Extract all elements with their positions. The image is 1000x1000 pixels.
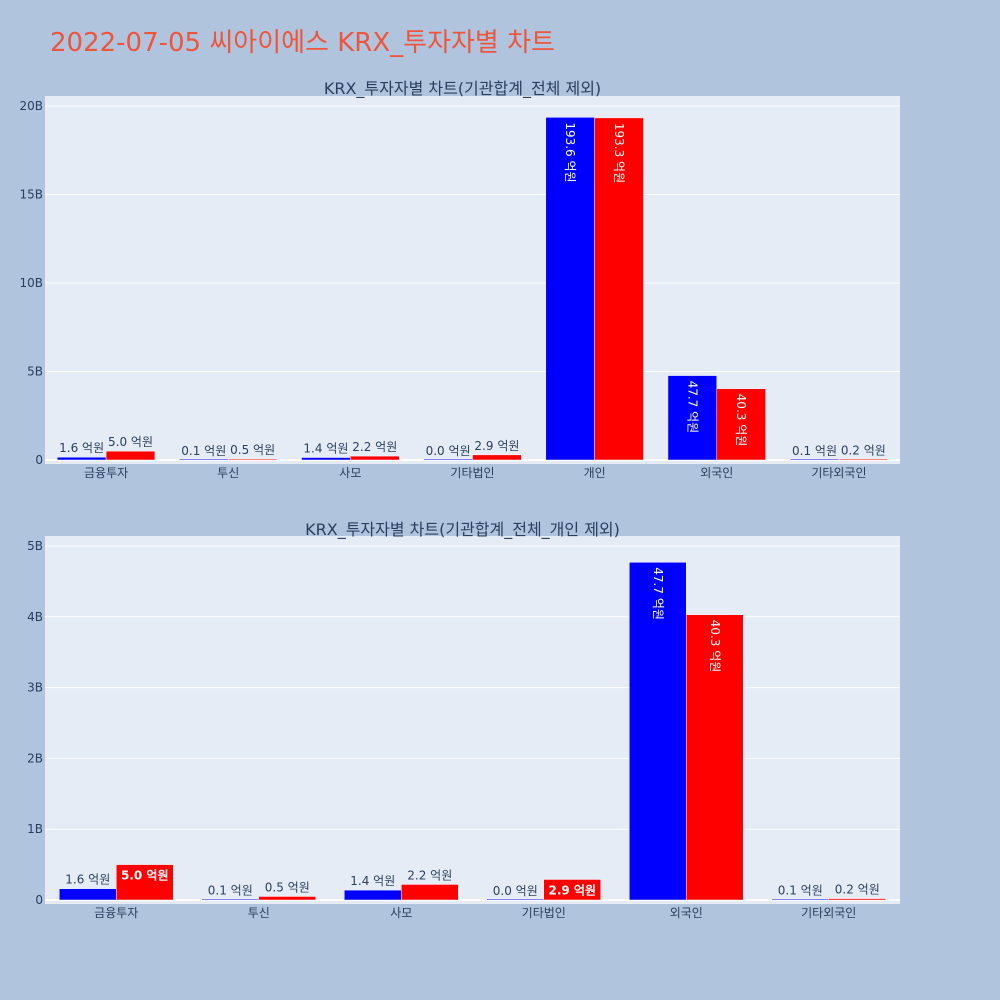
- bar-buy: [486, 898, 544, 901]
- bar-sell: [258, 896, 316, 901]
- bar-sell: [594, 117, 644, 461]
- bar-value-label: 0.2 억원: [835, 883, 880, 897]
- x-tick-label: 금융투자: [84, 466, 128, 480]
- bar-buy: [201, 898, 259, 901]
- y-tick-label: 5B: [27, 365, 43, 379]
- page-title: 2022-07-05 씨아이에스 KRX_투자자별 차트: [50, 28, 555, 58]
- bar-sell: [543, 879, 601, 901]
- bar-value-label: 2.2 억원: [407, 868, 452, 882]
- bar-sell: [227, 458, 278, 461]
- bar-value-label: 1.6 억원: [65, 873, 110, 887]
- bar-sell: [105, 450, 156, 461]
- x-tick-label: 개인: [584, 466, 606, 480]
- bar-buy: [344, 889, 402, 901]
- bar-buy: [545, 117, 595, 461]
- bar-sell: [116, 864, 174, 901]
- bar-buy: [629, 562, 687, 901]
- y-tick-label: 1B: [27, 822, 43, 836]
- bar-value-label: 0.5 억원: [230, 443, 275, 457]
- plot-area: [45, 96, 900, 464]
- bar-value-label: 47.7 억원: [685, 381, 699, 434]
- x-tick-label: 기타법인: [522, 906, 566, 920]
- bar-sell: [401, 884, 459, 901]
- bar-value-label: 0.0 억원: [426, 444, 471, 458]
- x-tick-label: 투신: [248, 906, 270, 920]
- bar-value-label: 0.1 억원: [181, 444, 226, 458]
- x-tick-label: 투신: [217, 466, 239, 480]
- bar-value-label: 0.1 억원: [778, 883, 823, 897]
- bar-value-label: 1.4 억원: [350, 874, 395, 888]
- bar-sell: [350, 455, 400, 461]
- bar-value-label: 0.2 억원: [841, 444, 886, 458]
- y-tick-label: 3B: [27, 681, 43, 695]
- bar-buy: [667, 375, 718, 461]
- y-tick-label: 4B: [27, 610, 43, 624]
- bar-value-label: 193.6 억원: [563, 122, 577, 182]
- y-tick-label: 0: [35, 453, 43, 467]
- x-tick-label: 기타외국인: [801, 906, 856, 920]
- bar-buy: [59, 888, 117, 901]
- bar-sell: [838, 458, 889, 461]
- chart-title: KRX_투자자별 차트(기관합계_전체 제외): [324, 79, 601, 99]
- bar-value-label: 40.3 억원: [734, 394, 748, 447]
- bar-value-label: 40.3 억원: [708, 620, 722, 673]
- bar-buy: [789, 458, 840, 461]
- bar-value-label: 5.0 억원: [121, 869, 169, 883]
- bar-sell: [716, 388, 766, 461]
- bar-value-label: 1.6 억원: [59, 441, 104, 455]
- x-tick-label: 기타법인: [450, 466, 494, 480]
- bar-sell: [828, 898, 886, 901]
- bar-buy: [179, 458, 229, 461]
- x-tick-label: 외국인: [670, 906, 703, 920]
- bar-value-label: 0.1 억원: [792, 444, 837, 458]
- plot-area: [45, 536, 900, 904]
- bar-value-label: 0.1 억원: [208, 883, 253, 897]
- y-tick-label: 5B: [27, 539, 43, 553]
- bar-value-label: 2.9 억원: [474, 439, 519, 453]
- chart-title: KRX_투자자별 차트(기관합계_전체_개인 제외): [305, 520, 620, 540]
- bar-value-label: 2.2 억원: [352, 440, 397, 454]
- x-tick-label: 사모: [390, 906, 412, 920]
- bar-value-label: 193.3 억원: [612, 123, 626, 183]
- bar-buy: [423, 458, 473, 461]
- bar-value-label: 5.0 억원: [108, 435, 153, 449]
- bar-value-label: 0.0 억원: [493, 884, 538, 898]
- x-tick-label: 금융투자: [94, 906, 138, 920]
- y-tick-label: 20B: [19, 99, 43, 113]
- x-tick-label: 사모: [339, 466, 361, 480]
- bar-value-label: 1.4 억원: [303, 442, 348, 456]
- bar-value-label: 2.9 억원: [548, 883, 596, 897]
- y-tick-label: 0: [35, 893, 43, 907]
- y-tick-label: 15B: [19, 188, 43, 202]
- x-tick-label: 외국인: [700, 466, 733, 480]
- bar-sell: [472, 454, 522, 461]
- bar-sell: [686, 614, 744, 901]
- bar-buy: [301, 457, 351, 461]
- bar-value-label: 0.5 억원: [265, 880, 310, 894]
- bar-buy: [771, 898, 829, 901]
- bar-buy: [56, 456, 107, 461]
- y-tick-label: 2B: [27, 751, 43, 765]
- x-tick-label: 기타외국인: [811, 466, 866, 480]
- bar-value-label: 47.7 억원: [651, 567, 665, 620]
- y-tick-label: 10B: [19, 276, 43, 290]
